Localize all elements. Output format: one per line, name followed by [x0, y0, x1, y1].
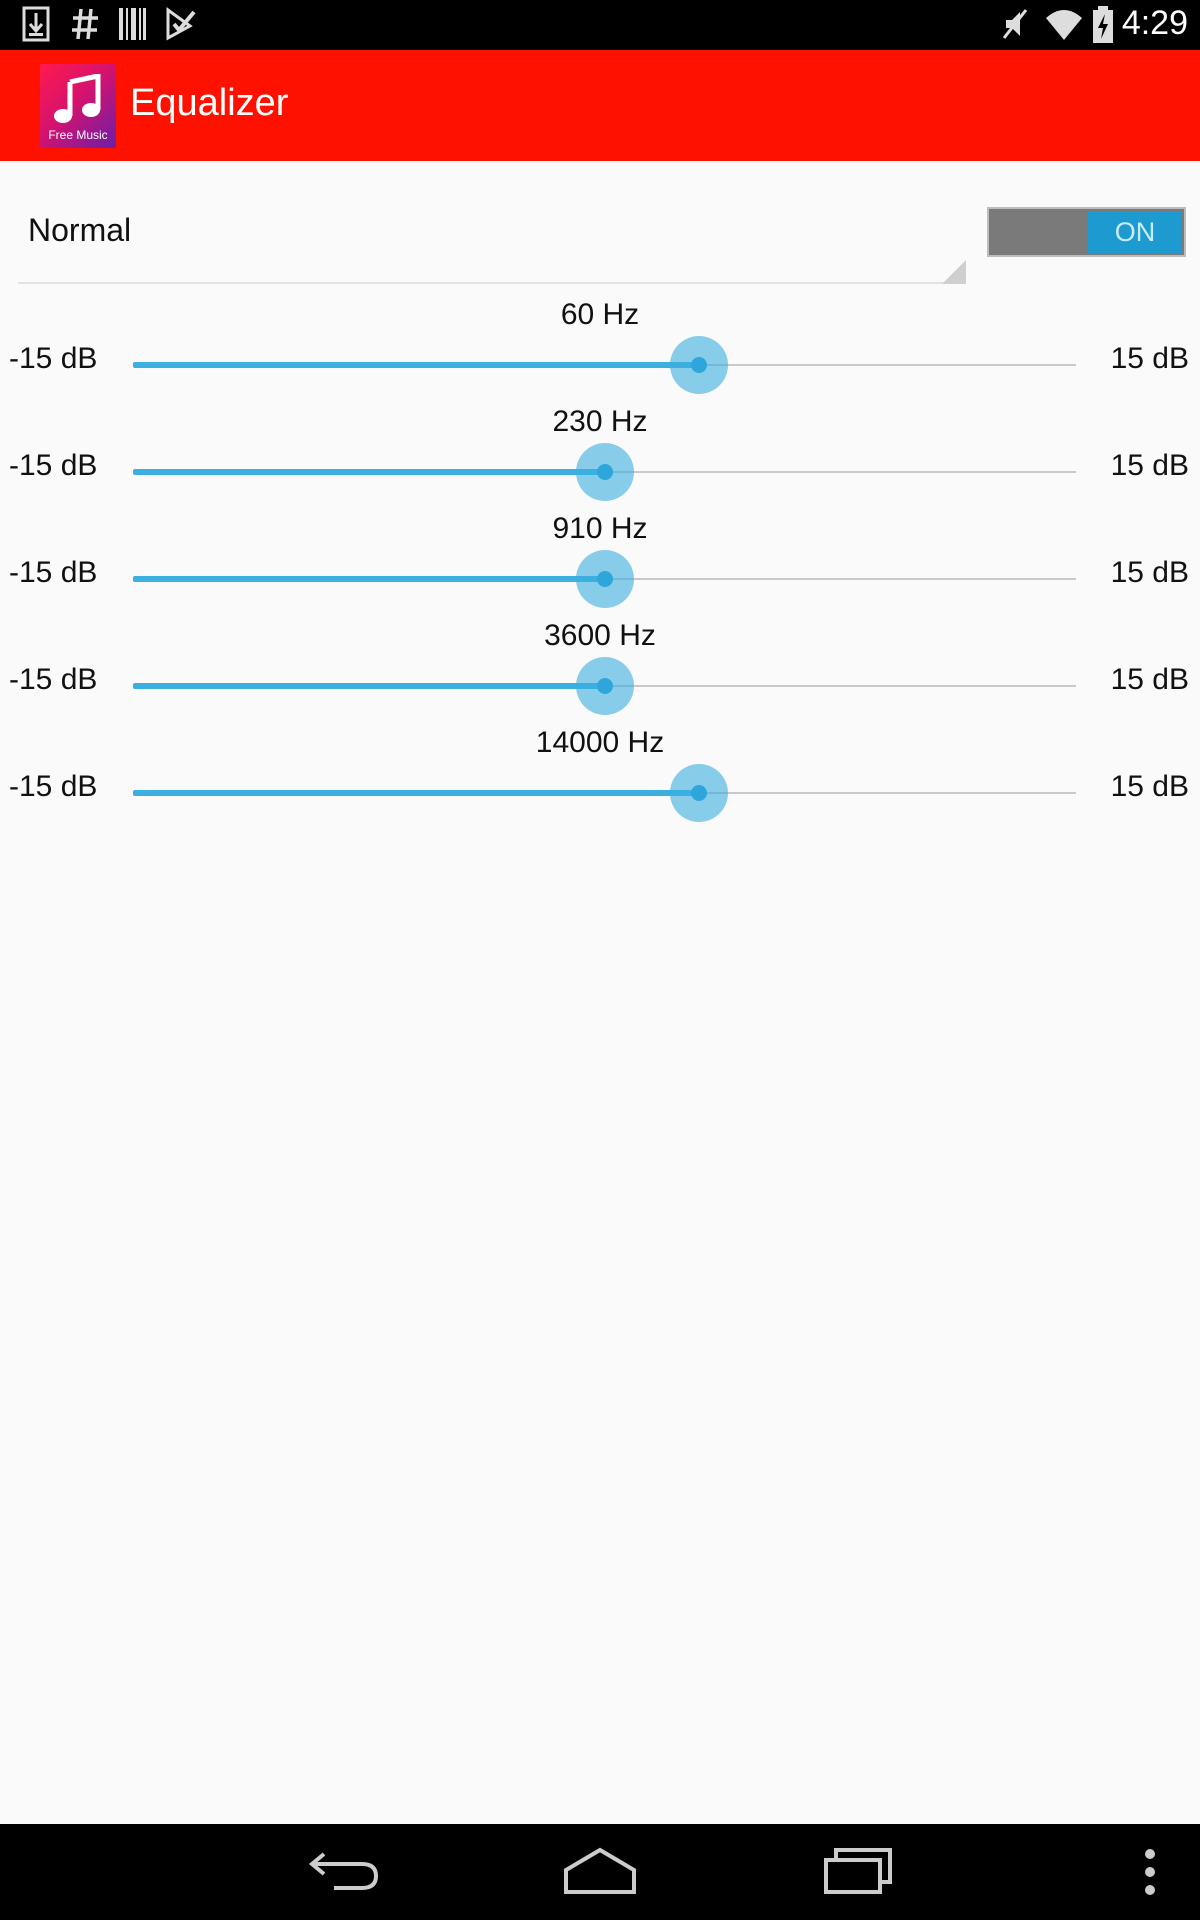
wifi-icon	[1046, 10, 1082, 40]
band-slider[interactable]	[133, 550, 1076, 608]
equalizer-toggle[interactable]: ON	[987, 207, 1186, 257]
mute-icon	[1002, 9, 1028, 39]
home-icon[interactable]	[562, 1844, 638, 1896]
band-max-label: 15 dB	[1110, 663, 1189, 696]
band-3600hz: 3600 Hz -15 dB 15 dB	[0, 619, 1200, 726]
slider-thumb[interactable]	[575, 657, 634, 715]
band-slider[interactable]	[133, 764, 1076, 822]
download-icon	[22, 6, 50, 42]
slider-thumb-dot	[690, 357, 707, 373]
band-slider[interactable]	[133, 443, 1076, 501]
barcode-icon	[119, 8, 146, 40]
navigation-bar	[0, 1824, 1200, 1920]
checkbox-icon	[166, 7, 196, 41]
slider-thumb[interactable]	[669, 764, 728, 822]
band-14000hz: 14000 Hz -15 dB 15 dB	[0, 726, 1200, 833]
band-max-label: 15 dB	[1110, 342, 1189, 375]
band-max-label: 15 dB	[1110, 770, 1189, 803]
slider-thumb-dot	[596, 464, 613, 480]
slider-fill	[133, 362, 699, 368]
slider-thumb[interactable]	[669, 336, 728, 394]
slider-thumb-dot	[690, 785, 707, 801]
slider-fill	[133, 683, 605, 689]
band-frequency-label: 230 Hz	[552, 405, 648, 438]
page-title: Equalizer	[130, 82, 289, 124]
status-time: 4:29	[1121, 4, 1188, 42]
overflow-menu-icon[interactable]	[1140, 1846, 1160, 1898]
app-logo-label: Free Music	[48, 128, 108, 142]
battery-charging-icon	[1093, 6, 1113, 43]
band-frequency-label: 3600 Hz	[544, 619, 656, 652]
status-bar: 4:29	[0, 0, 1200, 50]
slider-thumb[interactable]	[575, 443, 634, 501]
slider-fill	[133, 790, 699, 796]
dropdown-caret-icon	[942, 260, 966, 284]
music-note-icon	[54, 74, 101, 123]
slider-thumb[interactable]	[575, 550, 634, 608]
preset-selected-value: Normal	[28, 212, 132, 248]
band-min-label: -15 dB	[9, 342, 98, 375]
slider-thumb-dot	[596, 678, 613, 694]
band-60hz: 60 Hz -15 dB 15 dB	[0, 298, 1200, 405]
band-slider[interactable]	[133, 657, 1076, 715]
app-logo[interactable]: Free Music	[40, 64, 116, 148]
band-230hz: 230 Hz -15 dB 15 dB	[0, 405, 1200, 512]
slider-thumb-dot	[596, 571, 613, 587]
band-min-label: -15 dB	[9, 449, 98, 482]
band-max-label: 15 dB	[1110, 556, 1189, 589]
band-frequency-label: 60 Hz	[560, 298, 640, 331]
band-min-label: -15 dB	[9, 556, 98, 589]
preset-dropdown[interactable]: Normal	[18, 196, 966, 284]
band-min-label: -15 dB	[9, 770, 98, 803]
slider-fill	[133, 576, 605, 582]
app-bar: Free Music Equalizer	[0, 50, 1200, 161]
band-max-label: 15 dB	[1110, 449, 1189, 482]
band-910hz: 910 Hz -15 dB 15 dB	[0, 512, 1200, 619]
band-slider[interactable]	[133, 336, 1076, 394]
toggle-on-label: ON	[1088, 211, 1182, 253]
back-icon[interactable]	[308, 1846, 380, 1894]
recents-icon[interactable]	[822, 1844, 894, 1896]
band-min-label: -15 dB	[9, 663, 98, 696]
hash-icon	[72, 8, 98, 40]
slider-fill	[133, 469, 605, 475]
band-frequency-label: 14000 Hz	[535, 726, 665, 759]
band-frequency-label: 910 Hz	[552, 512, 648, 545]
